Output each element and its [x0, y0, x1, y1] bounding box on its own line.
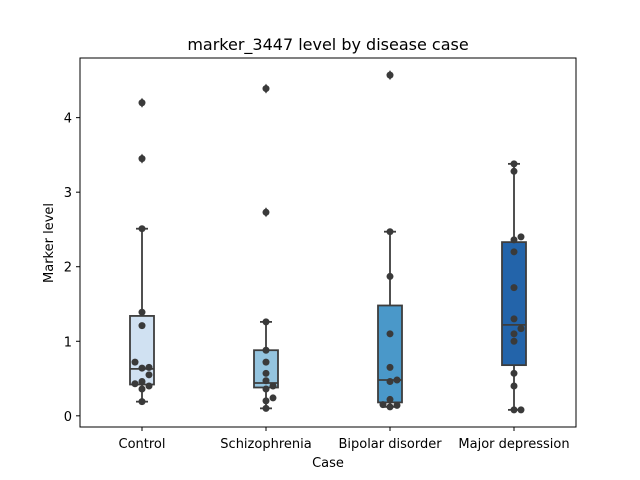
data-point	[386, 403, 394, 411]
data-point	[131, 358, 139, 366]
data-point	[262, 346, 270, 354]
data-point	[386, 71, 394, 79]
data-point	[386, 330, 394, 338]
data-point	[386, 272, 394, 280]
data-point	[145, 363, 153, 371]
data-point	[262, 404, 270, 412]
data-point	[386, 395, 394, 403]
data-point	[510, 248, 518, 256]
x-tick-label: Bipolar disorder	[338, 437, 442, 452]
y-tick-label: 2	[64, 261, 72, 276]
data-point	[510, 337, 518, 345]
data-point	[138, 308, 146, 316]
data-point	[145, 371, 153, 379]
data-point	[138, 385, 146, 393]
x-axis-label: Case	[312, 456, 344, 471]
data-point	[510, 167, 518, 175]
chart-title: marker_3447 level by disease case	[187, 35, 468, 55]
y-axis-label: Marker level	[42, 203, 57, 283]
x-tick-label: Schizophrenia	[220, 437, 311, 452]
data-point	[510, 369, 518, 377]
box-major-depression	[501, 241, 527, 367]
data-point	[510, 330, 518, 338]
data-point	[517, 325, 525, 333]
data-point	[386, 228, 394, 236]
x-tick-label: Control	[119, 437, 166, 452]
data-point	[393, 401, 401, 409]
data-point	[138, 378, 146, 386]
data-point	[262, 208, 270, 216]
data-point	[393, 376, 401, 384]
data-point	[262, 358, 270, 366]
data-point	[517, 406, 525, 414]
data-point	[262, 397, 270, 405]
data-point	[262, 85, 270, 93]
data-point	[262, 318, 270, 326]
data-point	[138, 225, 146, 233]
y-tick-label: 3	[64, 186, 72, 201]
y-tick-label: 1	[64, 335, 72, 350]
data-point	[138, 155, 146, 163]
data-point	[510, 406, 518, 414]
data-point	[138, 322, 146, 330]
box-bipolar-disorder	[377, 304, 403, 404]
data-point	[379, 401, 387, 409]
data-point	[138, 364, 146, 372]
plot-frame	[79, 57, 577, 428]
data-point	[510, 382, 518, 390]
data-point	[517, 233, 525, 241]
data-point	[510, 236, 518, 244]
data-point	[386, 378, 394, 386]
data-point	[510, 284, 518, 292]
data-point	[262, 377, 270, 385]
y-tick-label: 0	[64, 410, 72, 425]
data-point	[262, 385, 270, 393]
data-point	[145, 382, 153, 390]
x-tick-label: Major depression	[458, 437, 569, 452]
data-point	[510, 315, 518, 323]
data-point	[131, 380, 139, 388]
data-point	[386, 363, 394, 371]
data-point	[510, 160, 518, 168]
data-point	[138, 99, 146, 107]
data-point	[269, 382, 277, 390]
data-point	[262, 369, 270, 377]
y-tick-label: 4	[64, 112, 72, 127]
data-point	[269, 394, 277, 402]
data-point	[138, 398, 146, 406]
plot-area: 0 1 2 3 4 Control Schizophrenia Bipolar disorde…	[64, 70, 570, 452]
